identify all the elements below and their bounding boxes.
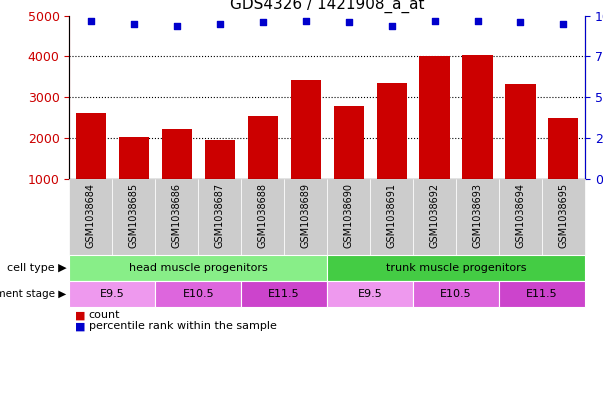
Text: GSM1038688: GSM1038688 — [257, 183, 268, 248]
Point — [129, 21, 139, 27]
Bar — [376, 83, 406, 179]
Text: E9.5: E9.5 — [100, 289, 125, 299]
Text: trunk muscle progenitors: trunk muscle progenitors — [386, 263, 526, 273]
Point — [86, 17, 96, 24]
Bar — [248, 116, 278, 179]
Text: ■: ■ — [75, 321, 86, 331]
Text: count: count — [89, 310, 120, 320]
Bar — [333, 106, 364, 179]
Text: E9.5: E9.5 — [358, 289, 382, 299]
Text: GSM1038691: GSM1038691 — [387, 183, 397, 248]
Text: GSM1038693: GSM1038693 — [473, 183, 482, 248]
Text: development stage ▶: development stage ▶ — [0, 289, 66, 299]
Text: E11.5: E11.5 — [268, 289, 300, 299]
Point — [258, 19, 268, 26]
Bar — [505, 84, 535, 179]
Text: GSM1038690: GSM1038690 — [344, 183, 353, 248]
Bar — [204, 140, 235, 179]
Text: GSM1038689: GSM1038689 — [301, 183, 311, 248]
Text: cell type ▶: cell type ▶ — [7, 263, 66, 273]
Text: GSM1038694: GSM1038694 — [516, 183, 525, 248]
Point — [516, 19, 525, 26]
Point — [473, 17, 482, 24]
Point — [215, 21, 224, 27]
Text: E10.5: E10.5 — [440, 289, 472, 299]
Text: GSM1038695: GSM1038695 — [558, 183, 569, 248]
Text: GSM1038686: GSM1038686 — [172, 183, 182, 248]
Text: ■: ■ — [75, 310, 86, 320]
Point — [558, 21, 568, 27]
Point — [301, 17, 311, 24]
Text: E10.5: E10.5 — [183, 289, 214, 299]
Text: GSM1038687: GSM1038687 — [215, 183, 225, 248]
Text: E11.5: E11.5 — [526, 289, 558, 299]
Text: percentile rank within the sample: percentile rank within the sample — [89, 321, 277, 331]
Bar — [291, 80, 321, 179]
Text: GSM1038685: GSM1038685 — [129, 183, 139, 248]
Bar — [420, 56, 450, 179]
Point — [344, 19, 353, 26]
Text: GSM1038684: GSM1038684 — [86, 183, 96, 248]
Point — [172, 22, 182, 29]
Title: GDS4326 / 1421908_a_at: GDS4326 / 1421908_a_at — [230, 0, 425, 13]
Bar — [548, 118, 578, 179]
Text: head muscle progenitors: head muscle progenitors — [129, 263, 268, 273]
Bar — [76, 113, 106, 179]
Point — [387, 22, 396, 29]
Bar — [119, 137, 149, 179]
Bar — [162, 129, 192, 179]
Text: GSM1038692: GSM1038692 — [429, 183, 440, 248]
Point — [430, 17, 440, 24]
Bar — [463, 55, 493, 179]
